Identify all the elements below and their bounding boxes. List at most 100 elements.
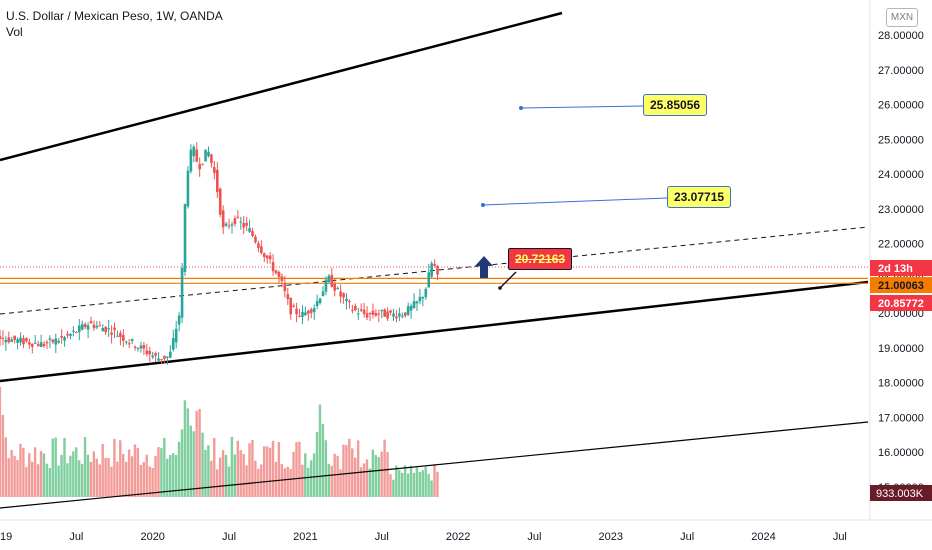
volume-bar: [127, 449, 131, 497]
price-tick-label: 27.00000: [878, 65, 924, 77]
candle-body: [321, 291, 325, 297]
volume-bar: [318, 404, 322, 497]
volume-bar: [130, 456, 134, 497]
candle-body: [430, 263, 433, 277]
candle-body: [177, 315, 181, 325]
volume-bar: [262, 446, 266, 497]
candle-body: [171, 338, 175, 350]
volume-bar: [0, 387, 2, 497]
candle-body: [309, 309, 313, 313]
candle-body: [4, 339, 8, 343]
marker-pointer: [499, 271, 517, 289]
volume-label[interactable]: Vol: [6, 25, 23, 39]
candle-body: [166, 356, 169, 358]
candle-body: [248, 228, 251, 232]
time-axis[interactable]: 2019 Jul 2020 Jul 2021 Jul 2022 Jul 2023 Jul 2024 J…: [0, 531, 847, 543]
volume-bar: [395, 465, 398, 497]
lower-channel-line: [0, 280, 869, 383]
volume-bar: [242, 454, 245, 497]
candle-body: [292, 305, 295, 307]
candle-body: [268, 255, 272, 260]
candle-body: [262, 253, 266, 257]
candle-body: [339, 291, 342, 297]
volume-bar: [265, 446, 269, 497]
candle-body: [98, 325, 102, 327]
candle-body: [265, 255, 269, 259]
volume-bar: [116, 461, 119, 497]
support-level-tag: 20.85772: [878, 298, 924, 310]
target-2-label[interactable]: 23.07715: [667, 186, 732, 208]
candle-body: [239, 221, 243, 223]
volume-bar: [289, 468, 292, 497]
candle-body: [183, 204, 187, 272]
candle-body: [403, 312, 407, 316]
time-tick-label: 2021: [293, 531, 317, 543]
target-1-label[interactable]: 25.85056: [643, 94, 708, 116]
upper-channel-line: [0, 11, 563, 162]
volume-bar: [213, 437, 216, 497]
volume-bar: [398, 469, 401, 497]
volume-bar: [54, 437, 57, 497]
volume-bar: [51, 438, 54, 497]
candle-body: [330, 274, 334, 287]
volume-bar: [421, 470, 424, 497]
volume-bar: [157, 447, 160, 497]
price-axis[interactable]: 28.00000 27.00000 26.00000 25.00000 24.00000…: [870, 30, 932, 501]
target-1-ray: [520, 105, 644, 109]
horizontal-levels[interactable]: [0, 266, 868, 284]
candle-body: [122, 335, 125, 341]
time-tick-label: 2023: [599, 531, 623, 543]
symbol-title[interactable]: U.S. Dollar / Mexican Peso, 1W, OANDA: [6, 9, 223, 23]
candle-body: [16, 339, 19, 343]
volume-bar: [321, 424, 325, 497]
candle-body: [295, 308, 298, 315]
candle-body: [286, 294, 290, 299]
volume-trendline[interactable]: [0, 421, 869, 509]
candle-body: [113, 327, 116, 331]
candle-body: [392, 313, 395, 317]
volume-bar: [57, 465, 60, 497]
trend-channel[interactable]: [0, 11, 869, 383]
candle-body: [69, 334, 72, 336]
candle-body: [127, 343, 131, 345]
volume-bar: [136, 447, 140, 497]
candle-body: [157, 358, 160, 361]
volume-bar: [412, 472, 416, 497]
candle-body: [336, 287, 340, 289]
candle-body: [412, 301, 416, 308]
candle-body: [10, 339, 14, 342]
volume-bar: [424, 466, 427, 497]
volume-bar: [415, 467, 419, 497]
volume-bar: [25, 466, 28, 497]
candle-body: [124, 341, 128, 343]
candle-body: [283, 283, 287, 292]
candle-body: [289, 298, 293, 315]
drawings[interactable]: [475, 105, 668, 290]
candle-body: [36, 344, 40, 347]
current-marker-label[interactable]: 20.72163: [508, 248, 573, 270]
volume-bar: [77, 460, 81, 497]
volume-bar: [251, 439, 254, 497]
candle-body: [389, 310, 392, 313]
candle-body: [189, 149, 193, 172]
candle-body: [427, 272, 431, 288]
price-tick-label: 18.00000: [878, 378, 924, 390]
volume-bar: [180, 429, 184, 497]
volume-bar: [19, 443, 22, 497]
volume-bar: [418, 471, 422, 497]
volume-bar: [354, 457, 357, 497]
candle-body: [312, 308, 316, 312]
currency-button[interactable]: MXN: [886, 8, 918, 27]
candle-body: [22, 338, 25, 345]
volume-bar: [436, 471, 439, 497]
candle-body: [148, 350, 152, 355]
candle-body: [51, 339, 55, 343]
volume-bar: [345, 445, 348, 497]
volume-bar: [75, 447, 78, 497]
volume-bar: [216, 469, 219, 497]
candle-body: [19, 337, 22, 343]
candle-body: [133, 346, 137, 348]
candle-body: [104, 326, 108, 333]
candle-body: [260, 246, 263, 254]
